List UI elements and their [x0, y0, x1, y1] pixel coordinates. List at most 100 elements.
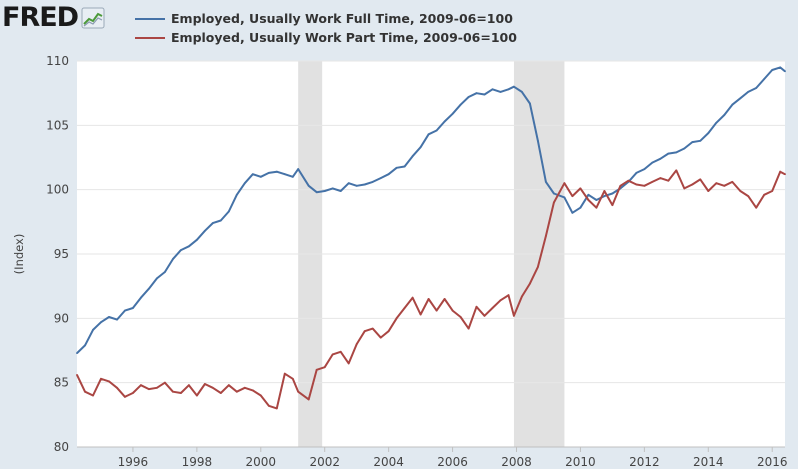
series-full-time-point	[699, 139, 702, 142]
series-part-time-point	[451, 309, 454, 312]
series-full-time-point	[331, 187, 334, 190]
series-part-time-point	[659, 177, 662, 180]
series-full-time-point	[188, 245, 190, 248]
series-full-time-point	[219, 219, 222, 222]
series-part-time-point	[521, 295, 523, 298]
series-part-time-point	[180, 392, 182, 394]
series-full-time-point	[683, 147, 686, 150]
series-part-time-line[interactable]	[76, 169, 786, 410]
y-tick-label-95: 95	[54, 247, 69, 261]
series-full-time-point	[747, 91, 750, 93]
series-full-time-point	[643, 168, 646, 171]
series-part-time-point	[545, 235, 547, 237]
series-full-time-point	[267, 172, 270, 174]
series-part-time-point	[355, 343, 358, 345]
series-part-time-point	[323, 366, 326, 369]
series-part-time-point	[267, 404, 270, 407]
legend-label-part-time: Employed, Usually Work Part Time, 2009-0…	[171, 30, 517, 45]
series-part-time-point	[140, 384, 142, 387]
series-full-time-point	[172, 258, 174, 260]
series-part-time-point	[435, 309, 438, 312]
series-part-time-point	[587, 199, 590, 201]
series-full-time-point	[379, 177, 382, 180]
series-part-time-point	[291, 377, 294, 380]
series-part-time-point	[707, 190, 710, 192]
series-part-time-point	[755, 206, 758, 209]
series-part-time-point	[204, 383, 206, 385]
series-part-time-point	[211, 386, 214, 389]
series-full-time-point	[675, 151, 678, 154]
series-part-time-point	[243, 386, 246, 389]
series-full-time-point	[691, 141, 694, 144]
series-full-time-line[interactable]	[76, 66, 786, 354]
series-full-time-point	[571, 211, 574, 214]
y-tick-label-90: 90	[54, 311, 69, 325]
series-part-time-point	[427, 298, 430, 300]
series-full-time-point	[395, 166, 398, 169]
series-part-time-point	[553, 201, 555, 204]
series-full-time-point	[275, 170, 278, 173]
series-full-time-point	[315, 191, 318, 194]
series-part-time-point	[164, 381, 166, 384]
series-full-time-point	[499, 91, 502, 93]
y-tick-label-80: 80	[54, 440, 69, 454]
series-full-time-point	[259, 175, 262, 178]
series-part-time-point	[307, 398, 310, 401]
series-full-time-point	[563, 196, 566, 199]
series-full-time-point	[297, 168, 300, 171]
series-full-time-point	[227, 210, 230, 213]
series-full-time-point	[507, 88, 510, 91]
series-part-time-point	[251, 389, 254, 392]
series-part-time-point	[116, 386, 118, 389]
series-full-time-point	[371, 181, 374, 183]
series-full-time-point	[291, 175, 294, 178]
series-part-time-point	[379, 336, 382, 339]
x-tick-label-2002: 2002	[309, 455, 340, 469]
series-full-time-point	[76, 352, 78, 354]
trend-graph-icon	[81, 7, 105, 28]
x-tick-label-1998: 1998	[182, 455, 213, 469]
y-tick-label-85: 85	[54, 376, 69, 390]
series-part-time-point	[651, 181, 654, 183]
series-part-time-point	[76, 374, 78, 376]
series-full-time-point	[116, 318, 118, 321]
legend-item-full-time[interactable]: Employed, Usually Work Full Time, 2009-0…	[135, 9, 517, 28]
series-full-time-point	[755, 87, 758, 89]
series-full-time-point	[339, 190, 342, 192]
series-part-time-group	[76, 169, 786, 410]
series-full-time-point	[355, 184, 358, 187]
series-full-time-point	[611, 192, 614, 195]
series-part-time-point	[683, 187, 686, 190]
series-full-time-point	[204, 229, 206, 232]
series-part-time-point	[491, 307, 494, 309]
series-part-time-point	[100, 377, 102, 380]
series-part-time-point	[784, 173, 786, 176]
series-full-time-point	[779, 66, 782, 69]
x-tick-label-2012: 2012	[629, 455, 660, 469]
series-part-time-point	[275, 407, 278, 410]
series-part-time-point	[411, 296, 414, 299]
x-tick-label-2016: 2016	[757, 455, 788, 469]
series-full-time-point	[132, 307, 134, 309]
series-part-time-point	[156, 386, 158, 389]
series-part-time-point	[635, 183, 638, 186]
series-part-time-point	[747, 195, 750, 198]
series-part-time-point	[443, 298, 446, 300]
series-full-time-point	[84, 344, 86, 347]
series-full-time-point	[771, 69, 774, 71]
fred-logo[interactable]: FRED	[2, 2, 105, 33]
series-full-time-point	[667, 152, 670, 155]
series-part-time-point	[603, 190, 606, 192]
series-full-time-point	[211, 222, 214, 225]
series-part-time-point	[771, 190, 774, 192]
x-tick-label-1996: 1996	[118, 455, 149, 469]
y-axis-title: (Index)	[12, 234, 26, 275]
series-part-time-point	[739, 190, 742, 192]
series-part-time-point	[563, 182, 566, 185]
series-full-time-point	[659, 157, 662, 160]
series-part-time-point	[419, 313, 422, 316]
legend-item-part-time[interactable]: Employed, Usually Work Part Time, 2009-0…	[135, 28, 517, 47]
series-full-time-point	[108, 316, 110, 318]
series-part-time-point	[172, 390, 174, 393]
